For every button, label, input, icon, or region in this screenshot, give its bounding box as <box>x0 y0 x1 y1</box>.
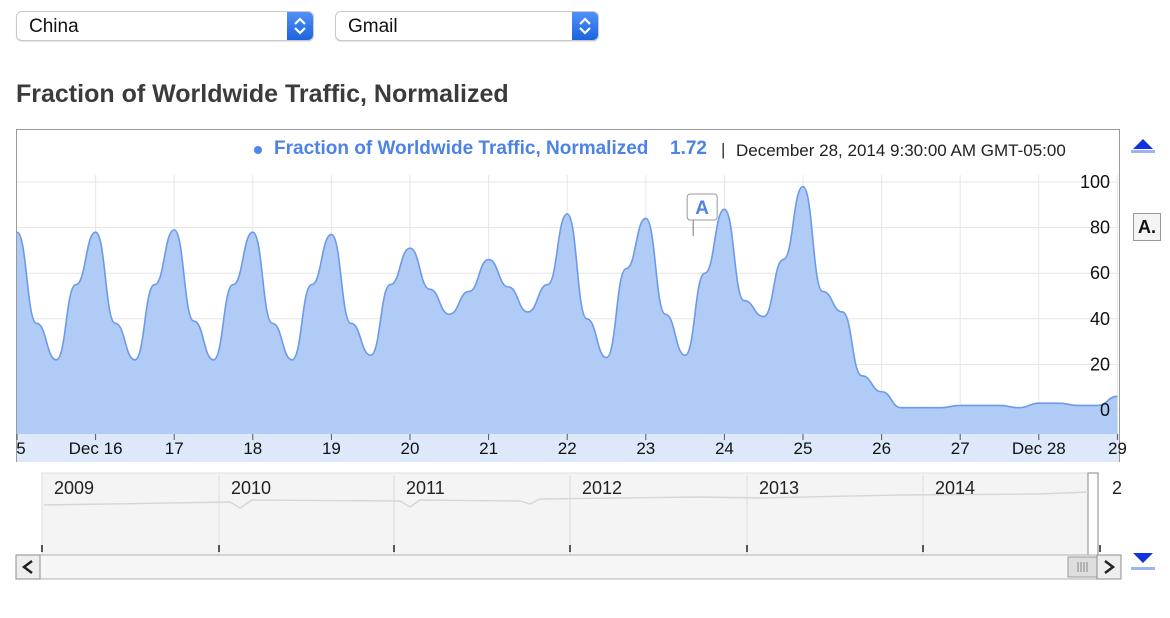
navigator-year-label: 2009 <box>54 478 94 498</box>
product-select-value: Gmail <box>348 16 398 37</box>
select-arrows-icon <box>287 12 313 40</box>
navigator-year-label: 2 <box>1112 478 1122 498</box>
navigator-year-label: 2010 <box>231 478 271 498</box>
zoom-up-underline <box>1131 150 1155 153</box>
navigator-year-label: 2011 <box>406 478 445 498</box>
chart-legend: Fraction of Worldwide Traffic, Normalize… <box>0 137 1100 165</box>
x-tick-label: 21 <box>479 439 498 458</box>
annotation-box <box>686 193 718 221</box>
country-select-value: China <box>29 16 79 37</box>
x-tick-label: 19 <box>322 439 341 458</box>
select-arrows-icon <box>572 12 598 40</box>
legend-value: 1.72 <box>670 138 707 159</box>
scroll-thumb[interactable] <box>1067 556 1099 578</box>
page-title: Fraction of Worldwide Traffic, Normalize… <box>16 80 509 108</box>
x-tick-label: 26 <box>872 439 891 458</box>
y-tick-label: 0 <box>1100 400 1110 420</box>
legend-series-label: Fraction of Worldwide Traffic, Normalize… <box>274 138 649 159</box>
navigator-series <box>43 491 1089 509</box>
annotations-toggle-button[interactable]: A. <box>1133 213 1161 241</box>
x-axis-ticks: 5 Dec 16 17 18 19 20 21 22 23 24 25 26 27 Dec 28 29 <box>16 434 1127 458</box>
x-tick-label: 18 <box>243 439 262 458</box>
traffic-area <box>17 186 1118 434</box>
scroll-right-icon <box>1104 560 1116 574</box>
product-select[interactable]: Gmail <box>335 11 599 41</box>
legend-date: December 28, 2014 9:30:00 AM GMT-05:00 <box>736 141 1066 160</box>
legend-dot-icon <box>254 146 262 154</box>
x-tick-label: 5 <box>16 439 25 458</box>
scroll-left-button[interactable] <box>15 554 41 580</box>
y-tick-label: 100 <box>1080 172 1110 192</box>
y-tick-label: 40 <box>1090 309 1110 329</box>
navigator-window <box>1087 472 1099 556</box>
annotation-flag: A <box>686 193 718 236</box>
legend-separator: | <box>721 140 726 159</box>
scroll-left-icon <box>21 560 33 574</box>
zoom-down-icon[interactable] <box>1133 553 1153 563</box>
navigator-year-labels: 2009 2010 2011 2012 2013 2014 2 <box>41 475 1122 555</box>
navigator-year-label: 2012 <box>582 478 622 498</box>
scrollbar-track <box>15 554 1121 580</box>
x-tick-label: 23 <box>636 439 655 458</box>
x-tick-label: 29 <box>1108 439 1127 458</box>
traffic-line <box>16 185 1118 409</box>
navigator-year-label: 2014 <box>935 478 975 498</box>
x-tick-label: Dec 28 <box>1012 439 1066 458</box>
annotation-label: A <box>695 198 709 219</box>
zoom-down-underline <box>1131 567 1155 570</box>
scroll-thumb-grip-icon <box>1077 562 1088 572</box>
x-tick-label: 17 <box>165 439 184 458</box>
x-axis-band <box>17 434 1119 462</box>
y-tick-label: 60 <box>1090 263 1110 283</box>
x-tick-label: Dec 16 <box>69 439 123 458</box>
zoom-up-icon[interactable] <box>1133 139 1153 149</box>
navigator-year-label: 2013 <box>759 478 799 498</box>
y-tick-label: 20 <box>1090 354 1110 374</box>
x-tick-label: 22 <box>558 439 577 458</box>
x-tick-label: 27 <box>951 439 970 458</box>
y-axis-ticks: 0 20 40 60 80 100 <box>1080 172 1110 420</box>
country-select[interactable]: China <box>16 11 314 41</box>
y-tick-label: 80 <box>1090 218 1110 238</box>
x-tick-label: 20 <box>401 439 420 458</box>
x-tick-label: 24 <box>715 439 734 458</box>
scroll-right-button[interactable] <box>1096 554 1122 580</box>
x-tick-label: 25 <box>794 439 813 458</box>
